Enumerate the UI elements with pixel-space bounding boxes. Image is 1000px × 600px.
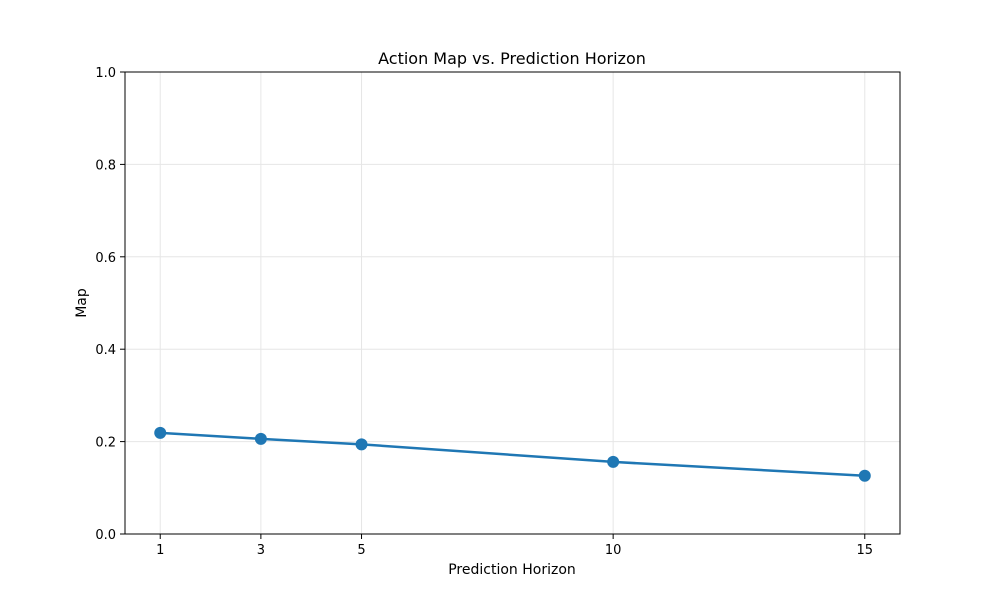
series-group xyxy=(154,426,871,482)
x-tick-label: 10 xyxy=(605,543,622,558)
x-axis: 1 3 5 10 15 xyxy=(156,534,873,558)
y-tick-label: 0.4 xyxy=(95,343,116,358)
x-tick-label: 5 xyxy=(357,543,365,558)
data-point xyxy=(254,432,267,445)
data-point xyxy=(607,455,620,468)
y-tick-label: 0.6 xyxy=(95,251,116,266)
y-tick-label: 0.0 xyxy=(95,528,116,543)
chart-title: Action Map vs. Prediction Horizon xyxy=(378,49,646,68)
y-tick-label: 0.2 xyxy=(95,436,116,451)
y-tick-label: 1.0 xyxy=(95,66,116,81)
y-axis: 0.0 0.2 0.4 0.6 0.8 1.0 xyxy=(95,66,125,543)
grid xyxy=(125,71,900,535)
data-point xyxy=(355,438,368,451)
data-point xyxy=(154,426,167,439)
y-tick-label: 0.8 xyxy=(95,158,116,173)
x-tick-label: 15 xyxy=(856,543,873,558)
x-axis-label: Prediction Horizon xyxy=(448,562,576,578)
x-tick-label: 1 xyxy=(156,543,164,558)
data-point xyxy=(858,469,871,482)
x-tick-label: 3 xyxy=(257,543,265,558)
y-axis-label: Map xyxy=(74,288,90,318)
plot-frame xyxy=(124,71,901,535)
